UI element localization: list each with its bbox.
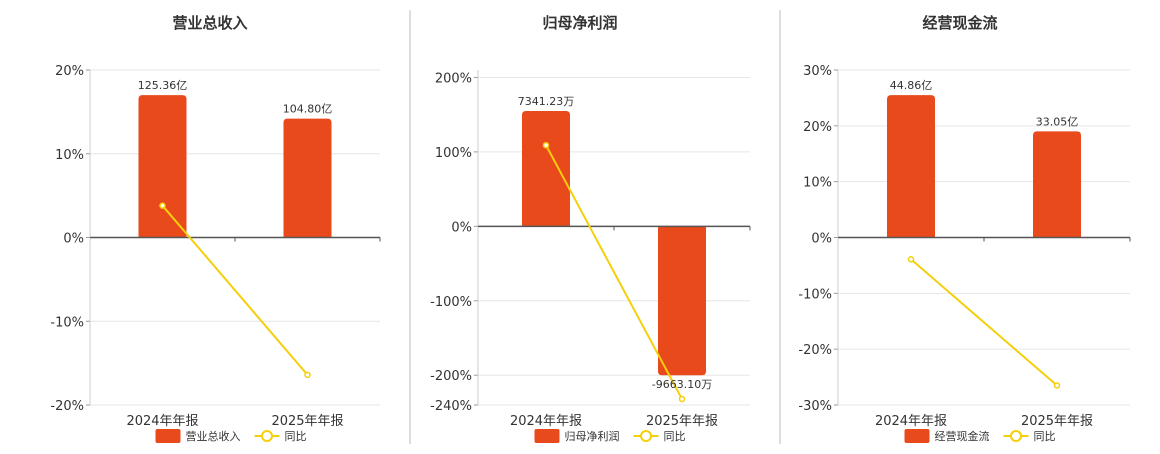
y-tick-label: 10% xyxy=(55,148,84,163)
x-category-label: 2024年年报 xyxy=(126,414,198,429)
bar-data-label: 44.86亿 xyxy=(890,79,933,92)
y-tick-label: -20% xyxy=(798,343,832,358)
x-category-label: 2025年年报 xyxy=(646,414,718,429)
chart-title: 经营现金流 xyxy=(922,14,997,32)
bar-data-label: 104.80亿 xyxy=(283,103,333,116)
chart-title: 营业总收入 xyxy=(172,14,247,32)
y-tick-label: -10% xyxy=(50,315,84,330)
legend-line-marker xyxy=(640,430,652,442)
x-category-label: 2025年年报 xyxy=(1021,414,1093,429)
chart-title: 归母净利润 xyxy=(542,14,617,32)
legend-line-label: 同比 xyxy=(1034,430,1056,443)
bar-data-label: 125.36亿 xyxy=(138,79,188,92)
bar xyxy=(887,95,935,238)
y-tick-label: -20% xyxy=(50,399,84,414)
y-tick-label: -200% xyxy=(430,369,472,384)
y-tick-label: 20% xyxy=(55,64,84,79)
y-tick-label: -10% xyxy=(798,287,832,302)
y-tick-label: -100% xyxy=(430,295,472,310)
legend-bar-label: 经营现金流 xyxy=(935,429,990,443)
legend-bar-swatch xyxy=(904,429,930,443)
yoy-point xyxy=(1053,382,1061,389)
yoy-point xyxy=(907,256,915,263)
bar xyxy=(522,110,570,227)
y-tick-label: 200% xyxy=(435,71,472,86)
yoy-point xyxy=(159,202,166,209)
bar-data-label: 33.05亿 xyxy=(1036,115,1079,128)
legend-bar-swatch xyxy=(534,429,560,443)
legend-bar-swatch xyxy=(155,429,181,443)
legend-line-label: 同比 xyxy=(664,430,686,443)
yoy-line xyxy=(545,144,683,400)
yoy-line xyxy=(161,205,309,376)
x-category-label: 2025年年报 xyxy=(271,414,343,429)
bar xyxy=(283,118,332,238)
yoy-point xyxy=(542,141,550,149)
legend-bar-label: 归母净利润 xyxy=(565,429,620,443)
yoy-point xyxy=(304,371,311,379)
bar-data-label: -9663.10万 xyxy=(652,378,712,391)
legend-line-marker xyxy=(1010,430,1022,442)
y-tick-label: -240% xyxy=(430,399,472,414)
yoy-point xyxy=(678,395,686,403)
bar xyxy=(1033,131,1081,238)
y-tick-label: 0% xyxy=(811,232,832,247)
y-tick-label: 20% xyxy=(803,120,832,135)
y-tick-label: 30% xyxy=(803,64,832,79)
x-category-label: 2024年年报 xyxy=(875,414,947,429)
x-category-label: 2024年年报 xyxy=(510,414,582,429)
y-tick-label: 0% xyxy=(451,220,472,235)
y-tick-label: 10% xyxy=(803,176,832,191)
y-tick-label: 0% xyxy=(63,232,84,247)
y-tick-label: -30% xyxy=(798,399,832,414)
legend-line-label: 同比 xyxy=(285,430,307,443)
legend-line-marker xyxy=(261,430,273,442)
y-tick-label: 100% xyxy=(435,146,472,161)
yoy-line xyxy=(910,258,1058,387)
bar xyxy=(658,226,706,376)
bar-data-label: 7341.23万 xyxy=(518,95,575,108)
bar xyxy=(138,95,187,238)
legend-bar-label: 营业总收入 xyxy=(186,429,241,443)
